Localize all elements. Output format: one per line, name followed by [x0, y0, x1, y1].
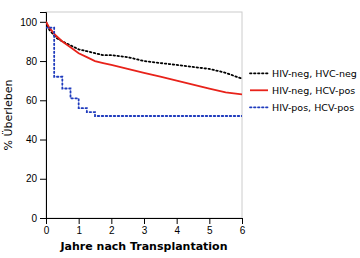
- tick-label: 80: [26, 56, 38, 67]
- axis-line: [40, 13, 47, 219]
- tick: 6: [240, 218, 246, 236]
- tick-label: 0: [31, 213, 37, 224]
- tick-label: 60: [26, 95, 38, 106]
- tick: 5: [207, 218, 213, 236]
- tick-label: 3: [142, 225, 148, 236]
- tick: 0: [31, 213, 46, 224]
- legend-swatch: [250, 106, 268, 108]
- tick-mark: [111, 218, 112, 224]
- tick: 2: [109, 218, 115, 236]
- tick-mark: [177, 218, 178, 224]
- tick-mark: [209, 218, 210, 224]
- tick: 80: [26, 56, 46, 67]
- tick-mark: [242, 218, 243, 224]
- tick-label: 0: [44, 225, 50, 236]
- tick: 100: [20, 17, 46, 28]
- tick: 60: [26, 95, 46, 106]
- axis-line: [47, 219, 243, 225]
- x-axis: 0 1 2 3 4 5 6: [44, 218, 246, 236]
- tick-label: 40: [26, 134, 38, 145]
- tick-mark: [79, 218, 80, 224]
- tick: 20: [26, 173, 46, 184]
- tick-mark: [40, 100, 46, 101]
- legend-item: HIV-neg, HVC-neg: [250, 68, 357, 79]
- tick-label: 20: [26, 173, 38, 184]
- y-axis: 0 20 40 60 80 100: [20, 13, 46, 224]
- tick-label: 6: [240, 225, 246, 236]
- chart: 0123456020406080100Jahre nach Transplant…: [0, 0, 360, 258]
- tick: 1: [76, 218, 82, 236]
- lines: [46, 22, 242, 116]
- tick-label: 100: [20, 17, 37, 28]
- tick-label: 2: [109, 225, 115, 236]
- tick-mark: [40, 179, 46, 180]
- legend-item: HIV-pos, HCV-pos: [250, 102, 354, 113]
- tick: 40: [26, 134, 46, 145]
- legend-swatch: [250, 72, 268, 74]
- series-line: [46, 22, 242, 95]
- tick-mark: [40, 22, 46, 23]
- tick-mark: [144, 218, 145, 224]
- tick-label: 4: [174, 225, 180, 236]
- tick-label: 5: [207, 225, 213, 236]
- tick: 3: [142, 218, 148, 236]
- plot-frame: [46, 12, 242, 218]
- tick-mark: [40, 61, 46, 62]
- x-axis-label: Jahre nach Transplantation: [59, 240, 227, 253]
- legend: HIV-neg, HVC-neg HIV-neg, HCV-pos HIV-pos,…: [250, 68, 357, 113]
- tick-label: 1: [76, 225, 82, 236]
- legend-item: HIV-neg, HCV-pos: [250, 85, 355, 96]
- tick: 4: [174, 218, 180, 236]
- tick-mark: [40, 218, 46, 219]
- y-axis-label: % Überleben: [2, 80, 15, 151]
- series-line: [46, 28, 242, 116]
- tick: 0: [44, 218, 50, 236]
- chart-container: 0123456020406080100Jahre nach Transplant…: [0, 0, 360, 258]
- legend-swatch: [250, 89, 268, 91]
- legend-label: HIV-pos, HCV-pos: [272, 102, 354, 113]
- plot: 0123456020406080100: [20, 12, 245, 236]
- legend-label: HIV-neg, HCV-pos: [272, 85, 355, 96]
- tick-mark: [40, 140, 46, 141]
- legend-label: HIV-neg, HVC-neg: [272, 68, 357, 79]
